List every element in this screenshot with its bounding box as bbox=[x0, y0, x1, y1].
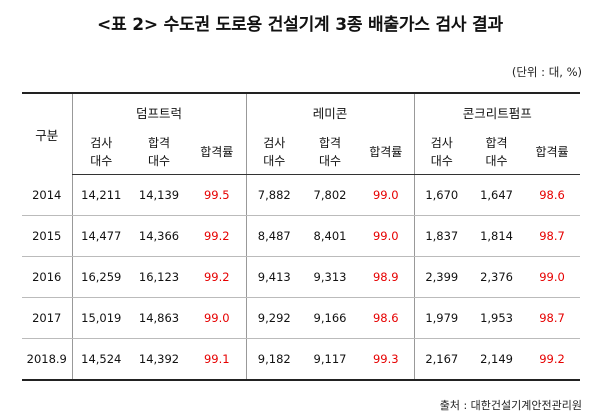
pass-rate-cell: 99.2 bbox=[524, 338, 581, 381]
sub-header-pass-rate: 합격률 bbox=[358, 130, 415, 175]
year-cell: 2017 bbox=[22, 297, 72, 339]
group-header-remicon: 레미콘 bbox=[245, 92, 415, 130]
count-cell: 14,139 bbox=[130, 174, 188, 216]
inspection-results-table: 구분 덤프트럭 레미콘 콘크리트펌프 검사 대수 합격 대수 합격률 검사 대수 합격 … bbox=[22, 92, 581, 381]
pass-rate-cell: 99.5 bbox=[188, 174, 246, 216]
sub-header-pass-rate: 합격률 bbox=[524, 130, 581, 175]
row-header: 구분 bbox=[22, 92, 72, 175]
pass-rate-cell: 99.0 bbox=[358, 174, 415, 216]
count-cell: 9,182 bbox=[245, 338, 302, 381]
count-cell: 8,401 bbox=[302, 215, 358, 257]
table-row: 2014 14,211 14,139 99.5 7,882 7,802 99.0 1,670 1… bbox=[22, 174, 581, 216]
count-cell: 7,802 bbox=[302, 174, 358, 216]
count-cell: 9,292 bbox=[245, 297, 302, 339]
count-cell: 9,117 bbox=[302, 338, 358, 381]
group-header-concrete-pump: 콘크리트펌프 bbox=[413, 92, 581, 130]
count-cell: 1,953 bbox=[469, 297, 525, 339]
count-cell: 1,814 bbox=[469, 215, 525, 257]
count-cell: 14,366 bbox=[130, 215, 188, 257]
count-cell: 1,647 bbox=[469, 174, 525, 216]
count-cell: 7,882 bbox=[245, 174, 302, 216]
table-row: 2016 16,259 16,123 99.2 9,413 9,313 98.9 2,399 2… bbox=[22, 256, 581, 298]
table-row: 2018.9 14,524 14,392 99.1 9,182 9,117 99.3 2,16… bbox=[22, 338, 581, 381]
group-header-dump-truck: 덤프트럭 bbox=[71, 92, 246, 130]
pass-rate-cell: 99.0 bbox=[358, 215, 415, 257]
year-cell: 2014 bbox=[22, 174, 72, 216]
pass-rate-cell: 98.9 bbox=[358, 256, 415, 298]
pass-rate-cell: 99.0 bbox=[524, 256, 581, 298]
count-cell: 16,123 bbox=[130, 256, 188, 298]
count-cell: 14,863 bbox=[130, 297, 188, 339]
table-row: 2017 15,019 14,863 99.0 9,292 9,166 98.6 1,979 1… bbox=[22, 297, 581, 339]
count-cell: 15,019 bbox=[71, 297, 130, 339]
pass-rate-cell: 99.2 bbox=[188, 215, 246, 257]
pass-rate-cell: 98.7 bbox=[524, 297, 581, 339]
count-cell: 14,211 bbox=[71, 174, 130, 216]
pass-rate-cell: 98.6 bbox=[358, 297, 415, 339]
table-row: 2015 14,477 14,366 99.2 8,487 8,401 99.0 1,837 1… bbox=[22, 215, 581, 257]
count-cell: 2,399 bbox=[413, 256, 470, 298]
count-cell: 8,487 bbox=[245, 215, 302, 257]
count-cell: 1,837 bbox=[413, 215, 470, 257]
count-cell: 16,259 bbox=[71, 256, 130, 298]
count-cell: 1,670 bbox=[413, 174, 470, 216]
count-cell: 9,166 bbox=[302, 297, 358, 339]
sub-header-passed: 합격 대수 bbox=[302, 130, 358, 175]
pass-rate-cell: 99.1 bbox=[188, 338, 246, 381]
sub-header-passed: 합격 대수 bbox=[469, 130, 525, 175]
sub-header-row: 검사 대수 합격 대수 합격률 검사 대수 합격 대수 합격률 검사 대수 합격 대수 합격률 bbox=[22, 130, 581, 175]
pass-rate-cell: 99.2 bbox=[188, 256, 246, 298]
year-cell: 2016 bbox=[22, 256, 72, 298]
pass-rate-cell: 98.7 bbox=[524, 215, 581, 257]
year-cell: 2018.9 bbox=[22, 338, 72, 381]
source-note: 출처 : 대한건설기계안전관리원 bbox=[439, 399, 582, 412]
count-cell: 2,376 bbox=[469, 256, 525, 298]
year-cell: 2015 bbox=[22, 215, 72, 257]
count-cell: 1,979 bbox=[413, 297, 470, 339]
count-cell: 2,149 bbox=[469, 338, 525, 381]
unit-note: (단위 : 대, %) bbox=[511, 65, 582, 79]
table-body: 2014 14,211 14,139 99.5 7,882 7,802 99.0 1,670 1… bbox=[22, 174, 581, 381]
sub-header-pass-rate: 합격률 bbox=[188, 130, 246, 175]
count-cell: 14,392 bbox=[130, 338, 188, 381]
sub-header-inspected: 검사 대수 bbox=[71, 130, 130, 175]
count-cell: 9,413 bbox=[245, 256, 302, 298]
sub-header-inspected: 검사 대수 bbox=[245, 130, 302, 175]
sub-header-passed: 합격 대수 bbox=[130, 130, 188, 175]
pass-rate-cell: 99.0 bbox=[188, 297, 246, 339]
pass-rate-cell: 99.3 bbox=[358, 338, 415, 381]
pass-rate-cell: 98.6 bbox=[524, 174, 581, 216]
sub-header-inspected: 검사 대수 bbox=[413, 130, 470, 175]
count-cell: 2,167 bbox=[413, 338, 470, 381]
table-title: <표 2> 수도권 도로용 건설기계 3종 배출가스 검사 결과 bbox=[97, 15, 503, 35]
count-cell: 14,524 bbox=[71, 338, 130, 381]
count-cell: 14,477 bbox=[71, 215, 130, 257]
count-cell: 9,313 bbox=[302, 256, 358, 298]
